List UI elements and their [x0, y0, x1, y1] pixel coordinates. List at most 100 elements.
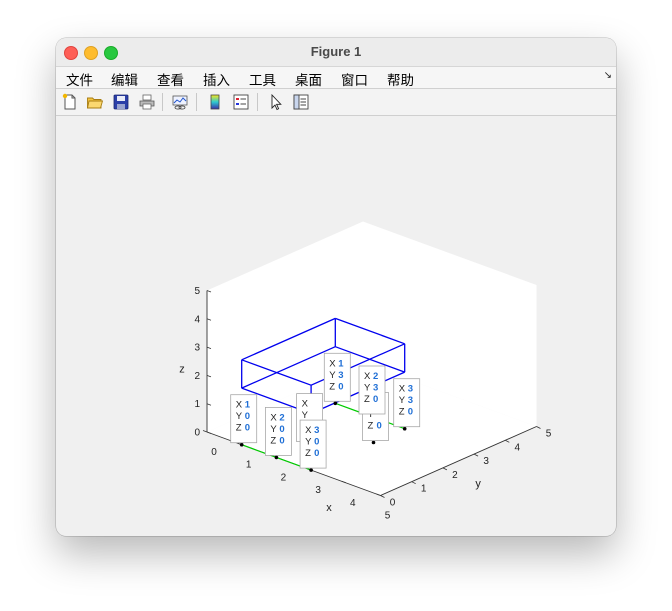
title-bar[interactable]: Figure 1	[56, 38, 616, 67]
datatip-box[interactable]	[299, 419, 327, 469]
zoom-window-button[interactable]	[104, 46, 118, 60]
x-tick-label: 1	[246, 460, 252, 471]
data-marker[interactable]	[274, 455, 279, 460]
y-axis-label: y	[475, 478, 481, 490]
z-tick	[206, 290, 212, 293]
menu-edit[interactable]: 编辑	[111, 73, 138, 89]
figure-canvas[interactable]: 012345012345012345xyzXYZ0XYZ0X1Y3Z0X2Y3Z…	[56, 116, 616, 536]
datatip-key: Y	[364, 383, 371, 394]
menu-file[interactable]: 文件	[66, 73, 93, 89]
close-window-button[interactable]	[64, 46, 78, 60]
datatip-value: 0	[245, 411, 250, 422]
menu-insert[interactable]: 插入	[203, 73, 230, 89]
datatip-key: X	[364, 371, 371, 382]
datatip-value: 0	[314, 448, 319, 459]
box-edge	[335, 317, 405, 345]
datatip-value: 0	[373, 394, 378, 405]
menu-window[interactable]: 窗口	[341, 73, 368, 89]
corner-arrow-icon[interactable]: ↘	[603, 70, 612, 81]
z-tick	[206, 375, 212, 378]
y-tick	[380, 495, 385, 498]
datatip-key: Z	[368, 421, 374, 432]
data-marker[interactable]	[333, 401, 338, 406]
x-tick-label: 4	[350, 498, 356, 509]
datatip-key: X	[270, 412, 277, 423]
data-marker[interactable]	[371, 440, 376, 445]
insert-colorbar-button[interactable]	[206, 93, 224, 111]
figure-toolbar	[56, 89, 616, 116]
x-axis-label: x	[326, 502, 332, 514]
z-tick-label: 0	[194, 428, 200, 439]
z-tick-label: 2	[194, 371, 200, 382]
data-marker[interactable]	[402, 426, 407, 431]
z-axis-label: z	[179, 364, 185, 376]
new-file-icon	[62, 93, 76, 110]
datatip-box[interactable]	[264, 406, 292, 456]
colorbar-icon	[210, 94, 220, 110]
datatip-box[interactable]	[358, 365, 386, 415]
z-tick-label: 3	[194, 343, 200, 354]
print-button[interactable]	[138, 93, 156, 111]
z-tick-label: 5	[194, 286, 200, 297]
y-axis-line	[380, 426, 537, 496]
save-button[interactable]	[112, 93, 130, 111]
data-marker[interactable]	[239, 442, 244, 447]
menu-tools[interactable]: 工具	[249, 73, 276, 89]
y-tick	[536, 426, 541, 429]
minimize-window-button[interactable]	[84, 46, 98, 60]
z-tick-label: 1	[194, 399, 200, 410]
datatip-value: 2	[373, 371, 378, 382]
save-icon	[113, 94, 129, 110]
datatip-key: Z	[305, 448, 311, 459]
datatip-key: Y	[399, 395, 406, 406]
box-edge	[241, 346, 336, 389]
box-edge	[241, 317, 336, 361]
y-tick	[473, 453, 479, 457]
insert-legend-button[interactable]	[232, 93, 250, 111]
z-tick-label: 4	[194, 314, 200, 325]
datatip-key: Z	[270, 435, 276, 446]
datatip-value: 0	[408, 407, 413, 418]
menu-help[interactable]: 帮助	[387, 73, 414, 89]
data-marker[interactable]	[309, 468, 313, 472]
x-tick	[376, 493, 381, 496]
y-tick-label: 4	[515, 442, 521, 453]
datatip-box[interactable]	[230, 394, 258, 444]
datatip-value: 3	[373, 383, 378, 394]
x-tick-label: 2	[281, 472, 287, 483]
box-edge	[310, 371, 405, 415]
y-tick-label: 5	[546, 429, 552, 440]
datatip-key: Y	[305, 437, 312, 448]
datatip-key: X	[305, 425, 312, 436]
open-file-button[interactable]	[86, 93, 104, 111]
datatip-value: 0	[314, 437, 319, 448]
datatip-key: Z	[364, 394, 370, 405]
datatip-value: 1	[245, 400, 251, 411]
x-tick	[341, 480, 346, 484]
menu-view[interactable]: 查看	[157, 73, 184, 89]
pointer-icon	[271, 93, 282, 111]
z-tick	[206, 318, 212, 321]
datatip-value: 0	[279, 424, 284, 435]
new-figure-button[interactable]	[61, 93, 79, 111]
link-plot-button[interactable]	[171, 93, 189, 111]
z-tick	[206, 346, 212, 349]
datatip-value: 3	[314, 425, 319, 436]
y-tick-label: 1	[421, 484, 427, 495]
y-tick	[411, 481, 416, 485]
datatip-value: 1	[338, 358, 344, 369]
property-inspector-button[interactable]	[292, 93, 310, 111]
datatip-value: 2	[279, 412, 284, 423]
figure-window: Figure 1 文件 编辑 查看 插入 工具 桌面 窗口 帮助 ↘	[56, 38, 616, 536]
x-tick-label: 3	[315, 485, 321, 496]
printer-icon	[139, 94, 155, 110]
datatip-value: 3	[408, 395, 413, 406]
menu-desktop[interactable]: 桌面	[295, 73, 322, 89]
plot-area[interactable]: 012345012345012345xyzXYZ0XYZ0X1Y3Z0X2Y3Z…	[56, 38, 616, 536]
datatip-key: Y	[329, 370, 336, 381]
y-tick	[442, 467, 448, 471]
toolbar-separator	[162, 93, 163, 111]
datatip-box[interactable]	[393, 378, 421, 428]
edit-plot-button[interactable]	[267, 93, 285, 111]
datatip-box[interactable]	[323, 352, 351, 402]
